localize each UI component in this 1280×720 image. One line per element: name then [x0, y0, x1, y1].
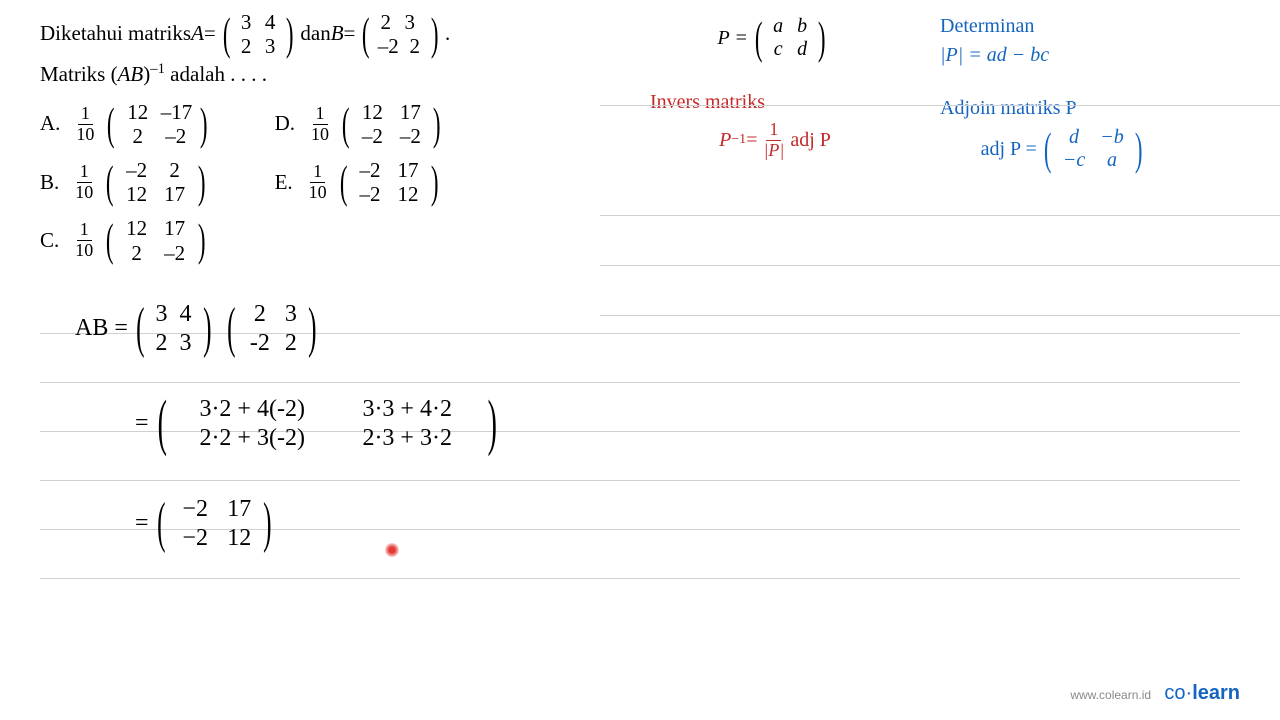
matrix-a: ( 34 23 ) [219, 10, 298, 58]
option-d: D. 110 ( 1217 –2–2 ) [275, 100, 448, 148]
question-block: Diketahui matriks A = ( 34 23 ) dan B = … [40, 10, 630, 265]
inverse-formula: P−1 = 1|P| adj P [650, 120, 900, 161]
formula-p-def: P = ( ab cd ) [650, 15, 900, 61]
footer: www.colearn.id co·learn [1070, 682, 1240, 705]
option-b: B. 110 ( –22 1217 ) [40, 158, 215, 206]
adj-title: Adjoin matriks P [940, 97, 1190, 120]
formulas-block: P = ( ab cd ) Invers matriks P−1 = 1|P| … [650, 10, 1240, 172]
var-a: A [191, 17, 204, 51]
work-line1: AB = ( 34 23 ) ( 23 -22 ) [75, 300, 325, 358]
q-intro: Diketahui matriks [40, 17, 191, 51]
option-e: E. 110 ( –217 –212 ) [275, 158, 448, 206]
work-line3: = ( −217 −212 ) [135, 495, 280, 553]
option-c: C. 110 ( 1217 2–2 ) [40, 216, 215, 264]
det-formula: |P| = ad − bc [940, 44, 1190, 67]
pointer-dot [385, 543, 399, 557]
det-title: Determinan [940, 15, 1190, 38]
inverse-title: Invers matriks [650, 91, 900, 114]
matrix-b: ( 23 –22 ) [358, 10, 442, 58]
work-line2: = ( 3·2 + 4(-2)3·3 + 4·2 2·2 + 3(-2)2·3 … [135, 395, 506, 453]
option-a: A. 110 ( 12–17 2–2 ) [40, 100, 215, 148]
adj-formula: adj P = ( d−b −ca ) [940, 126, 1190, 172]
work-area: AB = ( 34 23 ) ( 23 -22 ) = ( 3·2 + 4(-2… [40, 285, 1240, 579]
